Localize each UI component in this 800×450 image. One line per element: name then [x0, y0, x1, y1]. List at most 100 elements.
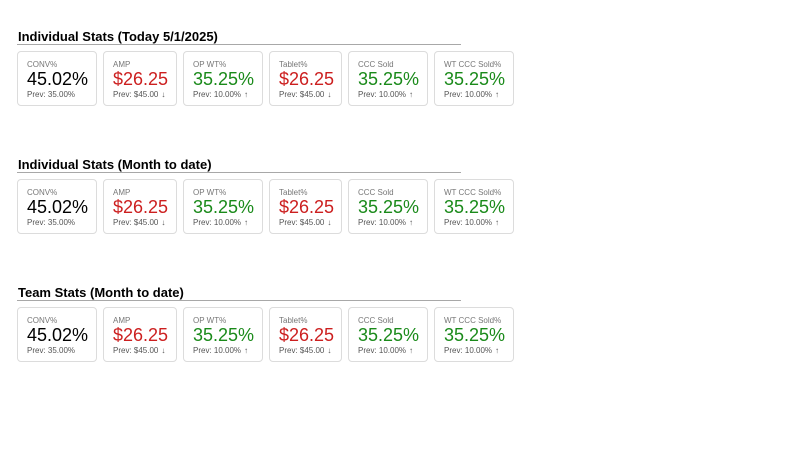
stat-prev-text: Prev: 35.00% [27, 218, 76, 227]
stat-value: $26.25 [113, 197, 169, 217]
arrow-up-icon: ↑ [409, 346, 414, 355]
stat-prev: Prev: 10.00% ↑ [358, 90, 413, 100]
stat-prev: Prev: 35.00% [27, 90, 75, 100]
stat-prev: Prev: $45.00 ↓ [113, 90, 165, 100]
stat-card-ccc-sold: CCC Sold 35.25% Prev: 10.00% ↑ [348, 51, 428, 106]
stat-card-op-wt: OP WT% 35.25% Prev: 10.00% ↑ [183, 179, 263, 234]
stat-value: 35.25% [444, 325, 506, 345]
stat-value: $26.25 [279, 69, 335, 89]
stat-prev: Prev: $45.00 ↓ [113, 218, 165, 228]
stat-prev: Prev: 10.00% ↑ [193, 346, 248, 356]
stat-card-tablet: Tablet% $26.25 Prev: $45.00 ↓ [269, 179, 342, 234]
stat-card-conv: CONV% 45.02% Prev: 35.00% [17, 51, 97, 106]
stat-prev-text: Prev: $45.00 [279, 346, 325, 355]
stat-card-amp: AMP $26.25 Prev: $45.00 ↓ [103, 307, 177, 362]
stat-prev-text: Prev: $45.00 [113, 218, 159, 227]
stat-cards: CONV% 45.02% Prev: 35.00% AMP $26.25 Pre… [17, 179, 537, 236]
arrow-down-icon: ↓ [161, 346, 166, 355]
stat-card-amp: AMP $26.25 Prev: $45.00 ↓ [103, 179, 177, 234]
stat-label: AMP [113, 188, 131, 197]
stat-card-conv: CONV% 45.02% Prev: 35.00% [17, 179, 97, 234]
stat-prev-text: Prev: 35.00% [27, 346, 76, 355]
stat-prev: Prev: 10.00% ↑ [358, 346, 413, 356]
section-title: Individual Stats (Today 5/1/2025) [17, 29, 461, 45]
stat-card-op-wt: OP WT% 35.25% Prev: 10.00% ↑ [183, 51, 263, 106]
stat-value: 35.25% [358, 69, 420, 89]
stat-value: 35.25% [358, 325, 420, 345]
stat-value: $26.25 [279, 197, 335, 217]
arrow-down-icon: ↓ [161, 218, 166, 227]
stat-value: 45.02% [27, 197, 89, 217]
arrow-up-icon: ↑ [244, 218, 249, 227]
stat-card-ccc-sold: CCC Sold 35.25% Prev: 10.00% ↑ [348, 179, 428, 234]
stat-prev-text: Prev: $45.00 [279, 90, 325, 99]
section-team-month: Team Stats (Month to date) CONV% 45.02% … [17, 285, 514, 362]
stat-prev-text: Prev: 10.00% [444, 90, 493, 99]
stat-value: 35.25% [358, 197, 420, 217]
stat-value: 35.25% [193, 197, 255, 217]
stat-label: WT CCC Sold% [444, 60, 502, 69]
stat-prev: Prev: 10.00% ↑ [444, 90, 499, 100]
stat-label: CONV% [27, 188, 58, 197]
stat-prev-text: Prev: 10.00% [193, 90, 242, 99]
stat-prev-text: Prev: 10.00% [358, 90, 407, 99]
stat-prev-text: Prev: 10.00% [193, 218, 242, 227]
stat-label: WT CCC Sold% [444, 316, 502, 325]
stat-card-wt-ccc-sold: WT CCC Sold% 35.25% Prev: 10.00% ↑ [434, 179, 514, 234]
stat-value: $26.25 [113, 69, 169, 89]
arrow-up-icon: ↑ [495, 218, 500, 227]
stat-value: $26.25 [113, 325, 169, 345]
stat-label: OP WT% [193, 316, 227, 325]
arrow-down-icon: ↓ [327, 90, 332, 99]
stat-value: 45.02% [27, 69, 89, 89]
stat-card-ccc-sold: CCC Sold 35.25% Prev: 10.00% ↑ [348, 307, 428, 362]
stat-value: 35.25% [444, 197, 506, 217]
stat-prev-text: Prev: 10.00% [358, 218, 407, 227]
stat-label: CONV% [27, 316, 58, 325]
stat-prev-text: Prev: 10.00% [193, 346, 242, 355]
section-individual-today: Individual Stats (Today 5/1/2025) CONV% … [17, 29, 514, 106]
stat-prev-text: Prev: 10.00% [444, 346, 493, 355]
stat-cards: CONV% 45.02% Prev: 35.00% AMP $26.25 Pre… [17, 307, 537, 364]
stat-label: AMP [113, 316, 131, 325]
stat-value: $26.25 [279, 325, 335, 345]
stat-label: Tablet% [279, 188, 308, 197]
stat-label: WT CCC Sold% [444, 188, 502, 197]
arrow-down-icon: ↓ [161, 90, 166, 99]
stat-card-op-wt: OP WT% 35.25% Prev: 10.00% ↑ [183, 307, 263, 362]
stat-prev: Prev: 10.00% ↑ [444, 218, 499, 228]
stat-prev: Prev: 10.00% ↑ [444, 346, 499, 356]
stat-label: AMP [113, 60, 131, 69]
stat-value: 35.25% [444, 69, 506, 89]
stat-prev-text: Prev: 35.00% [27, 90, 76, 99]
stat-label: Tablet% [279, 60, 308, 69]
section-title: Team Stats (Month to date) [17, 285, 461, 301]
arrow-up-icon: ↑ [409, 218, 414, 227]
stat-prev: Prev: 35.00% [27, 346, 75, 356]
stat-card-amp: AMP $26.25 Prev: $45.00 ↓ [103, 51, 177, 106]
stat-value: 35.25% [193, 69, 255, 89]
stat-label: OP WT% [193, 60, 227, 69]
stat-label: CONV% [27, 60, 58, 69]
stat-card-tablet: Tablet% $26.25 Prev: $45.00 ↓ [269, 307, 342, 362]
arrow-up-icon: ↑ [244, 90, 249, 99]
stat-label: OP WT% [193, 188, 227, 197]
stat-prev-text: Prev: $45.00 [113, 90, 159, 99]
stat-card-conv: CONV% 45.02% Prev: 35.00% [17, 307, 97, 362]
stat-value: 35.25% [193, 325, 255, 345]
stat-prev: Prev: $45.00 ↓ [279, 346, 331, 356]
stat-card-wt-ccc-sold: WT CCC Sold% 35.25% Prev: 10.00% ↑ [434, 51, 514, 106]
stat-prev: Prev: $45.00 ↓ [279, 218, 331, 228]
stat-prev-text: Prev: 10.00% [358, 346, 407, 355]
stat-prev: Prev: 10.00% ↑ [358, 218, 413, 228]
arrow-down-icon: ↓ [327, 346, 332, 355]
arrow-up-icon: ↑ [244, 346, 249, 355]
stat-prev: Prev: 10.00% ↑ [193, 218, 248, 228]
stat-label: CCC Sold [358, 188, 394, 197]
stat-card-tablet: Tablet% $26.25 Prev: $45.00 ↓ [269, 51, 342, 106]
stat-label: CCC Sold [358, 316, 394, 325]
arrow-down-icon: ↓ [327, 218, 332, 227]
stat-prev-text: Prev: $45.00 [279, 218, 325, 227]
stat-prev: Prev: 35.00% [27, 218, 75, 228]
stat-label: CCC Sold [358, 60, 394, 69]
